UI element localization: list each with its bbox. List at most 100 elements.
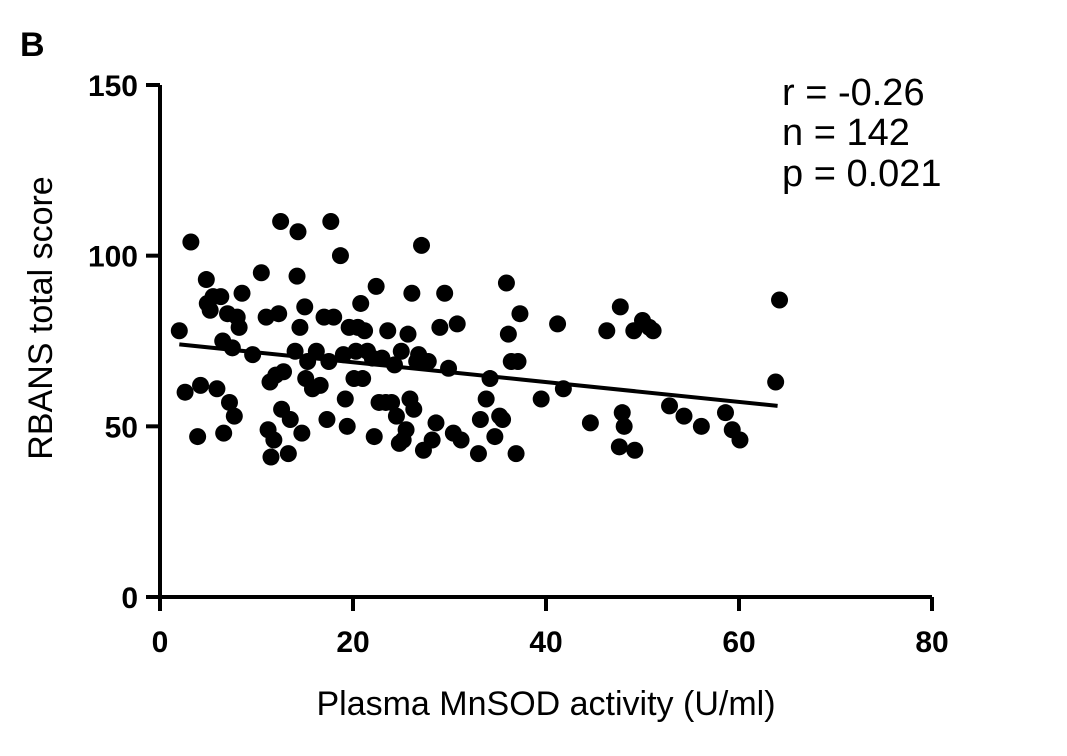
data-point — [289, 223, 307, 241]
data-point — [626, 441, 644, 459]
data-point — [387, 407, 405, 425]
data-point — [499, 325, 517, 343]
data-point — [511, 305, 529, 323]
data-point — [615, 417, 633, 435]
data-point — [220, 393, 238, 411]
data-point — [272, 213, 290, 231]
data-point — [281, 411, 299, 429]
data-point — [610, 438, 628, 456]
data-point — [275, 363, 293, 381]
data-point — [325, 308, 343, 326]
data-point — [399, 325, 417, 343]
data-point — [336, 390, 354, 408]
x-tick-label: 20 — [336, 626, 369, 659]
data-point — [767, 373, 785, 391]
x-tick-label: 0 — [152, 626, 169, 659]
data-point — [189, 428, 207, 446]
data-point — [170, 322, 188, 340]
data-point — [452, 431, 470, 449]
data-point — [293, 424, 311, 442]
panel-label: B — [20, 26, 45, 64]
data-point — [471, 411, 489, 429]
data-point — [497, 274, 515, 292]
data-point — [403, 284, 421, 302]
x-ticks: 0 20 40 60 80 — [152, 597, 949, 659]
regression-line — [179, 342, 778, 408]
data-point — [486, 428, 504, 446]
data-point — [265, 431, 283, 449]
data-point — [644, 322, 662, 340]
data-point — [354, 370, 372, 388]
y-axis-title: RBANS total score — [22, 176, 60, 459]
data-point — [197, 271, 215, 289]
data-point — [507, 445, 525, 463]
data-point — [279, 445, 297, 463]
data-point — [431, 318, 449, 336]
data-point — [338, 417, 356, 435]
data-point — [423, 431, 441, 449]
data-point — [397, 421, 415, 439]
data-point — [509, 352, 527, 370]
data-point — [201, 301, 219, 319]
data-point — [379, 322, 397, 340]
data-point — [225, 407, 243, 425]
data-point — [212, 288, 230, 306]
data-point — [494, 411, 512, 429]
data-point — [262, 448, 280, 466]
y-tick-label: 100 — [88, 241, 138, 274]
data-point — [469, 445, 487, 463]
data-point — [291, 318, 309, 336]
data-points — [170, 213, 789, 466]
data-point — [318, 411, 336, 429]
x-tick-label: 40 — [529, 626, 562, 659]
annotation-n: n = 142 — [782, 112, 910, 154]
data-point — [549, 315, 567, 333]
data-point — [356, 322, 374, 340]
data-point — [532, 390, 550, 408]
data-point — [413, 236, 431, 254]
data-point — [448, 315, 466, 333]
data-point — [311, 376, 329, 394]
data-point — [176, 383, 194, 401]
data-point — [288, 267, 306, 285]
data-point — [611, 298, 629, 316]
data-point — [365, 428, 383, 446]
data-point — [373, 349, 391, 367]
y-tick-label: 150 — [88, 70, 138, 103]
data-point — [230, 318, 248, 336]
data-point — [581, 414, 599, 432]
data-point — [661, 397, 679, 415]
x-tick-label: 60 — [722, 626, 755, 659]
data-point — [296, 298, 314, 316]
data-point — [731, 431, 749, 449]
data-point — [716, 404, 734, 422]
data-point — [208, 380, 226, 398]
annotation-r: r = -0.26 — [782, 72, 925, 114]
y-ticks: 0 50 100 150 — [88, 70, 160, 615]
annotation-p: p = 0.021 — [782, 153, 942, 195]
data-point — [252, 264, 270, 282]
data-point — [419, 352, 437, 370]
data-point — [192, 376, 210, 394]
data-point — [692, 417, 710, 435]
data-point — [182, 233, 200, 251]
data-point — [215, 424, 233, 442]
data-point — [405, 400, 423, 418]
data-point — [613, 404, 631, 422]
data-point — [675, 407, 693, 425]
data-point — [270, 305, 288, 323]
data-point — [352, 294, 370, 312]
x-axis-title: Plasma MnSOD activity (U/ml) — [316, 685, 775, 723]
y-tick-label: 50 — [105, 411, 138, 444]
data-point — [477, 390, 495, 408]
data-point — [322, 213, 340, 231]
data-point — [233, 284, 251, 302]
data-point — [392, 342, 410, 360]
data-point — [771, 291, 789, 309]
x-tick-label: 80 — [915, 626, 948, 659]
data-point — [244, 346, 262, 364]
data-point — [436, 284, 454, 302]
data-point — [427, 414, 445, 432]
y-tick-label: 0 — [121, 582, 138, 615]
